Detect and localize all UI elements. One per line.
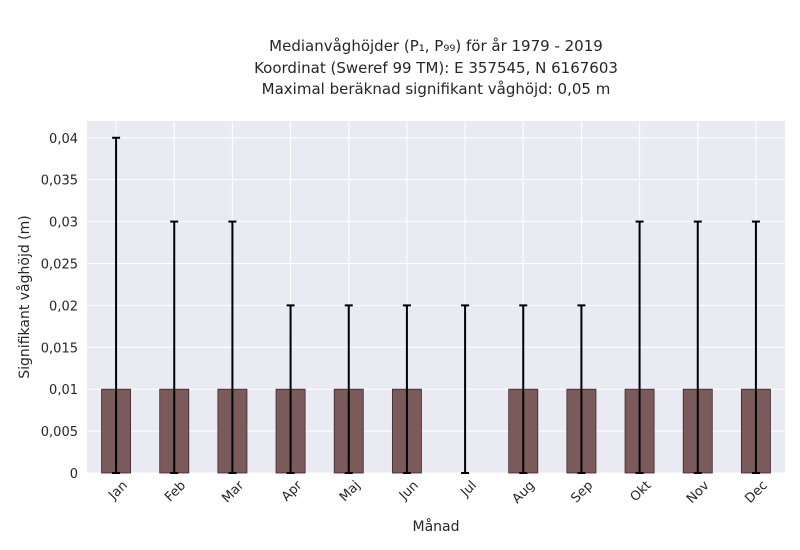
x-tick-label-jan: Jan	[105, 478, 130, 503]
x-tick-label-mar: Mar	[219, 478, 247, 506]
error-bar-aug	[519, 304, 528, 474]
error-bar-nov	[693, 220, 702, 474]
x-tick-label-okt: Okt	[628, 478, 655, 505]
y-tick-labels: 0 0,005 0,01 0,015 0,02 0,025 0,03 0,035 0,04	[41, 132, 78, 482]
error-bar-jan	[112, 136, 121, 474]
x-tick-label-jun: Jun	[396, 478, 422, 504]
x-axis-label: Månad	[413, 518, 460, 535]
y-tick-label: 0,01	[49, 383, 78, 398]
x-tick-label-apr: Apr	[279, 478, 306, 505]
x-tick-labels: Jan Feb Mar Apr Maj Jun Jul Aug Sep Okt Nov Dec	[105, 478, 770, 507]
plot-area	[87, 121, 785, 473]
error-bar-apr	[286, 304, 295, 474]
error-bar-sep	[577, 304, 586, 474]
chart-title: Medianvåghöjder (P₁, P₉₉) för år 1979 - …	[254, 37, 618, 98]
y-tick-label: 0,04	[49, 132, 78, 147]
error-bar-jun	[402, 304, 411, 474]
error-bar-maj	[344, 304, 353, 474]
error-bar-okt	[635, 220, 644, 474]
x-tick-label-aug: Aug	[510, 478, 539, 507]
title-line-3: Maximal beräknad signifikant våghöjd: 0,…	[262, 80, 611, 98]
x-tick-label-sep: Sep	[568, 478, 596, 506]
title-line-1: Medianvåghöjder (P₁, P₉₉) för år 1979 - …	[269, 37, 603, 55]
error-bar-jul	[461, 304, 470, 474]
error-bar-dec	[751, 220, 760, 474]
x-tick-label-nov: Nov	[684, 478, 713, 507]
title-line-2: Koordinat (Sweref 99 TM): E 357545, N 61…	[254, 59, 618, 77]
y-tick-label: 0,035	[41, 174, 78, 189]
y-tick-label: 0,025	[41, 257, 78, 272]
y-tick-label: 0,03	[49, 216, 78, 231]
error-bar-mar	[228, 220, 237, 474]
y-tick-label: 0,02	[49, 299, 78, 314]
x-tick-label-dec: Dec	[742, 478, 770, 506]
error-bar-feb	[170, 220, 179, 474]
y-tick-label: 0,015	[41, 341, 78, 356]
y-tick-label: 0	[70, 467, 78, 482]
y-axis-label: Signifikant våghöjd (m)	[16, 215, 33, 378]
x-tick-label-maj: Maj	[337, 478, 364, 505]
y-tick-label: 0,005	[41, 425, 78, 440]
x-tick-label-jul: Jul	[458, 478, 480, 500]
error-bars	[112, 136, 760, 474]
x-tick-label-feb: Feb	[162, 478, 189, 505]
